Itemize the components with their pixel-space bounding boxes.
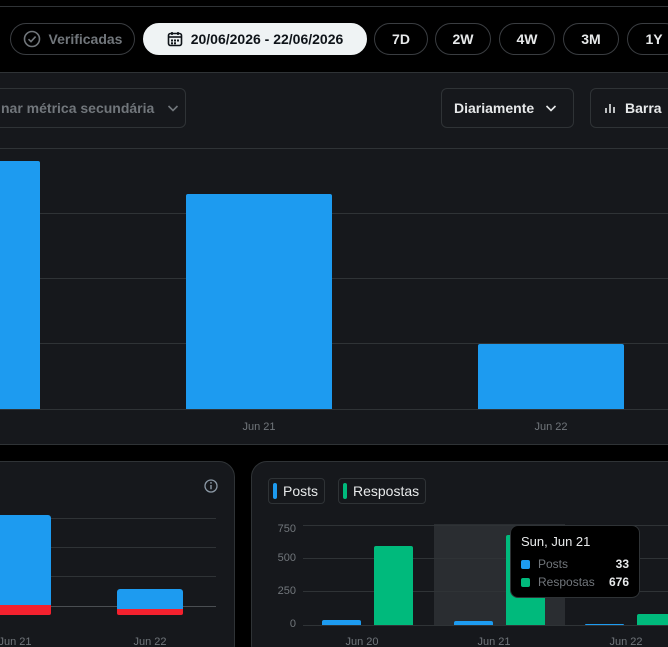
left-x-tick: Jun 22 (133, 636, 167, 647)
right-gridline (303, 625, 668, 626)
bar-chart-icon (605, 104, 615, 113)
chart-type-label: Barra (625, 100, 662, 116)
tooltip-row-posts: Posts 33 (521, 557, 629, 571)
right-x-tick: Jun 22 (609, 636, 643, 647)
top-divider (0, 6, 668, 7)
main-gridline (0, 343, 668, 344)
range-2w-label: 2W (452, 31, 474, 47)
range-3m-button[interactable]: 3M (563, 23, 619, 55)
legend-respostas[interactable]: Respostas (338, 478, 427, 504)
tooltip-respostas-name: Respostas (538, 575, 595, 589)
respostas-swatch (343, 483, 347, 499)
main-bar-jun21[interactable] (186, 193, 332, 409)
legend-posts[interactable]: Posts (268, 478, 326, 504)
main-gridline (0, 213, 668, 214)
posts-bar-jun22[interactable] (585, 623, 624, 625)
y-tick: 250 (277, 585, 296, 597)
left-gridline (0, 606, 216, 607)
left-bar-red-jun22[interactable] (117, 609, 183, 615)
tooltip-respostas-value: 676 (608, 575, 629, 589)
respostas-bar-jun22[interactable] (637, 614, 668, 625)
main-bar-jun20[interactable] (0, 161, 40, 409)
tooltip-title: Sun, Jun 21 (521, 534, 591, 549)
check-circle-icon (23, 30, 40, 48)
right-gridline (303, 591, 668, 592)
chevron-down-icon (168, 105, 179, 112)
chart-tooltip: Sun, Jun 21 Posts 33 Respostas 676 (510, 525, 640, 598)
left-gridline (0, 518, 216, 519)
right-x-tick: Jun 20 (345, 636, 379, 647)
secondary-metric-select[interactable]: nar métrica secundária (0, 88, 186, 128)
verified-filter-button[interactable]: Verificadas (10, 23, 135, 55)
main-gridline (0, 409, 668, 410)
range-4w-button[interactable]: 4W (499, 23, 555, 55)
range-1y-button[interactable]: 1Y (627, 23, 668, 55)
left-bar-blue-jun21[interactable] (0, 514, 51, 605)
interval-select[interactable]: Diariamente (441, 88, 574, 128)
main-x-tick: Jun 21 (242, 421, 276, 433)
tooltip-posts-name: Posts (538, 557, 569, 571)
verified-filter-label: Verificadas (48, 31, 123, 47)
legend-respostas-label: Respostas (353, 483, 420, 499)
legend-posts-label: Posts (283, 483, 319, 499)
main-bar-jun22[interactable] (478, 343, 624, 409)
y-tick: 750 (277, 523, 296, 535)
tooltip-posts-dot (521, 559, 530, 569)
left-x-tick: Jun 21 (0, 636, 32, 647)
date-range-label: 20/06/2026 - 22/06/2026 (190, 31, 344, 47)
range-3m-label: 3M (581, 31, 601, 47)
secondary-metric-label: nar métrica secundária (1, 100, 155, 116)
y-tick: 500 (277, 552, 296, 564)
posts-swatch (273, 483, 277, 499)
info-icon[interactable] (204, 479, 218, 493)
date-range-button[interactable]: 20/06/2026 - 22/06/2026 (143, 23, 367, 55)
posts-bar-jun21[interactable] (454, 620, 493, 625)
tooltip-posts-value: 33 (615, 557, 629, 571)
left-bar-blue-jun22[interactable] (117, 588, 183, 610)
tooltip-respostas-dot (521, 577, 530, 587)
main-gridline (0, 148, 668, 149)
left-bar-red-jun21[interactable] (0, 604, 51, 615)
chevron-down-icon (546, 105, 557, 112)
main-gridline (0, 278, 668, 279)
left-gridline (0, 576, 216, 577)
range-4w-label: 4W (516, 31, 538, 47)
posts-bar-jun20[interactable] (322, 619, 361, 625)
range-7d-label: 7D (392, 31, 410, 47)
main-x-tick: Jun 22 (534, 421, 568, 433)
calendar-icon (167, 32, 183, 47)
right-x-tick: Jun 21 (477, 636, 511, 647)
y-tick: 0 (289, 618, 296, 630)
tooltip-row-respostas: Respostas 676 (521, 575, 629, 589)
interval-label: Diariamente (454, 100, 535, 116)
range-7d-button[interactable]: 7D (374, 23, 428, 55)
chart-type-select[interactable]: Barra (590, 88, 668, 128)
right-gridline (303, 525, 668, 526)
range-2w-button[interactable]: 2W (435, 23, 491, 55)
left-gridline (0, 547, 216, 548)
respostas-bar-jun20[interactable] (374, 546, 413, 625)
right-gridline (303, 558, 668, 559)
range-1y-label: 1Y (645, 31, 663, 47)
